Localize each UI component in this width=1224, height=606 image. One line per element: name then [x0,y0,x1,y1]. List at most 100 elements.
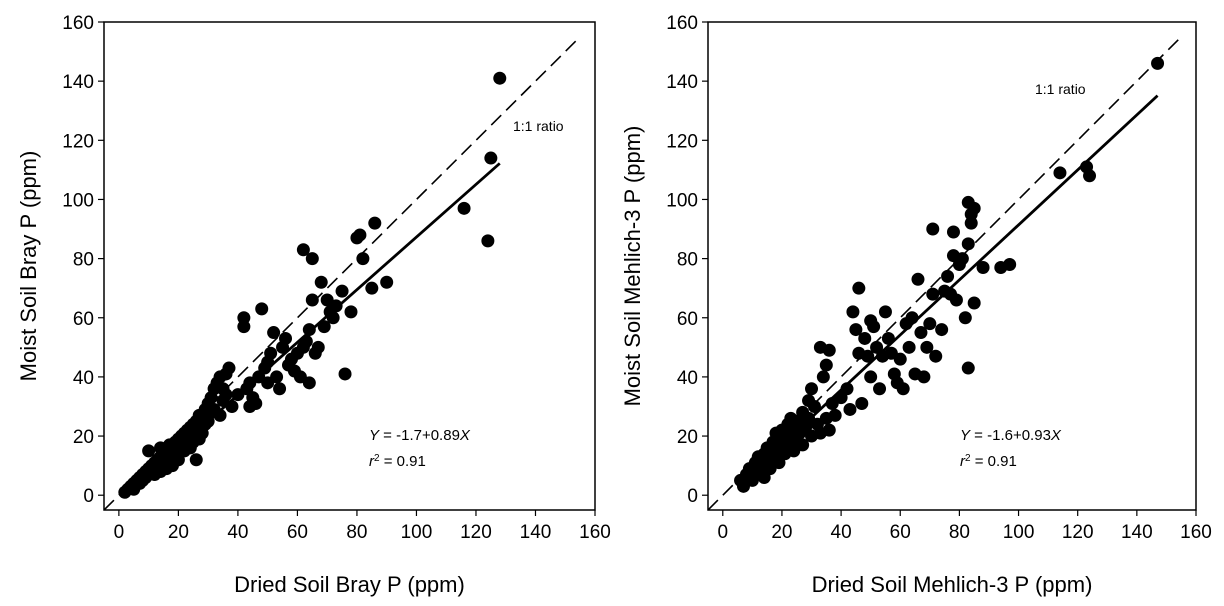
data-point [356,252,370,266]
data-point [920,340,934,354]
data-point [878,305,892,319]
data-point [961,237,975,251]
data-point [893,352,907,366]
data-point [314,275,328,289]
data-point [249,397,263,411]
data-point [896,382,910,396]
y-tick-label: 40 [677,368,698,389]
x-tick-label: 0 [717,522,728,543]
regression-equation: Y = -1.6+0.93X [960,427,1062,444]
data-point [926,222,940,236]
data-point [967,201,981,215]
plot-frame [103,21,596,511]
x-axis-title: Dried Soil Mehlich-3 P (ppm) [812,572,1093,597]
x-tick-label: 160 [1180,522,1212,543]
data-point [935,323,949,337]
data-point [317,320,331,334]
y-tick-label: 80 [73,250,94,271]
y-tick-label: 0 [83,486,94,507]
data-point [219,388,233,402]
data-point [976,260,990,274]
y-tick-label: 60 [677,309,698,330]
y-axis-title: Moist Soil Mehlich-3 P (ppm) [620,126,645,407]
data-point [873,382,887,396]
data-point [914,326,928,340]
data-point [296,243,310,257]
data-point [1083,169,1097,183]
r-squared-label: r2 = 0.91 [960,453,1017,471]
x-tick-label: 80 [346,522,367,543]
data-point [1151,56,1165,70]
data-point [1003,258,1017,272]
data-point [299,334,313,348]
data-point [302,376,316,390]
data-point [855,397,869,411]
r-squared-label: r2 = 0.91 [369,453,426,471]
data-point [311,340,325,354]
data-point [805,382,819,396]
data-point [368,216,382,230]
y-axis-title: Moist Soil Bray P (ppm) [16,151,41,382]
plot-frame [707,21,1197,511]
data-point [302,323,316,337]
data-point [949,293,963,307]
data-point [967,296,981,310]
y-tick-label: 140 [62,72,94,93]
data-point [819,358,833,372]
data-point [955,252,969,266]
x-tick-label: 160 [579,522,611,543]
chart-panel-bray: 0 20 40 60 80 100 120 140 160 0 20 40 60 80 100 120 140 1… [16,13,611,597]
x-axis-title: Dried Soil Bray P (ppm) [234,572,465,597]
y-tick-label: 140 [666,72,698,93]
y-tick-label: 100 [62,190,94,211]
x-tick-label: 60 [890,522,911,543]
x-tick-label: 60 [287,522,308,543]
data-point [946,225,960,239]
data-point [858,331,872,345]
data-point [822,343,836,357]
data-point [861,349,875,363]
x-tick-label: 40 [227,522,248,543]
x-tick-label: 100 [1003,522,1035,543]
data-point [335,284,349,298]
data-point [917,370,931,384]
x-tick-label: 80 [949,522,970,543]
y-tick-label: 80 [677,250,698,271]
data-point [822,423,836,437]
y-tick-label: 100 [666,190,698,211]
data-point [902,340,916,354]
data-point [201,414,215,428]
data-point [353,228,367,242]
data-point [326,311,340,325]
data-point [864,370,878,384]
data-point [270,370,284,384]
data-point [344,305,358,319]
data-point [961,361,975,375]
data-point [305,252,319,266]
data-point [923,317,937,331]
data-point [964,216,978,230]
x-tick-label: 140 [1121,522,1153,543]
y-tick-label: 20 [73,427,94,448]
x-tick-label: 20 [771,522,792,543]
x-tick-label: 100 [401,522,433,543]
data-point [843,402,857,416]
data-point [279,331,293,345]
data-point [881,331,895,345]
data-point [457,201,471,215]
data-point [189,453,203,467]
data-point [911,272,925,286]
x-tick-label: 40 [831,522,852,543]
one-to-one-label: 1:1 ratio [1035,81,1086,97]
x-tick-label: 140 [520,522,552,543]
data-point [846,305,860,319]
data-point [213,408,227,422]
data-point [816,370,830,384]
data-point [796,438,810,452]
data-point [926,287,940,301]
data-point [905,311,919,325]
x-tick-label: 0 [114,522,125,543]
data-point [941,269,955,283]
data-point [273,382,287,396]
